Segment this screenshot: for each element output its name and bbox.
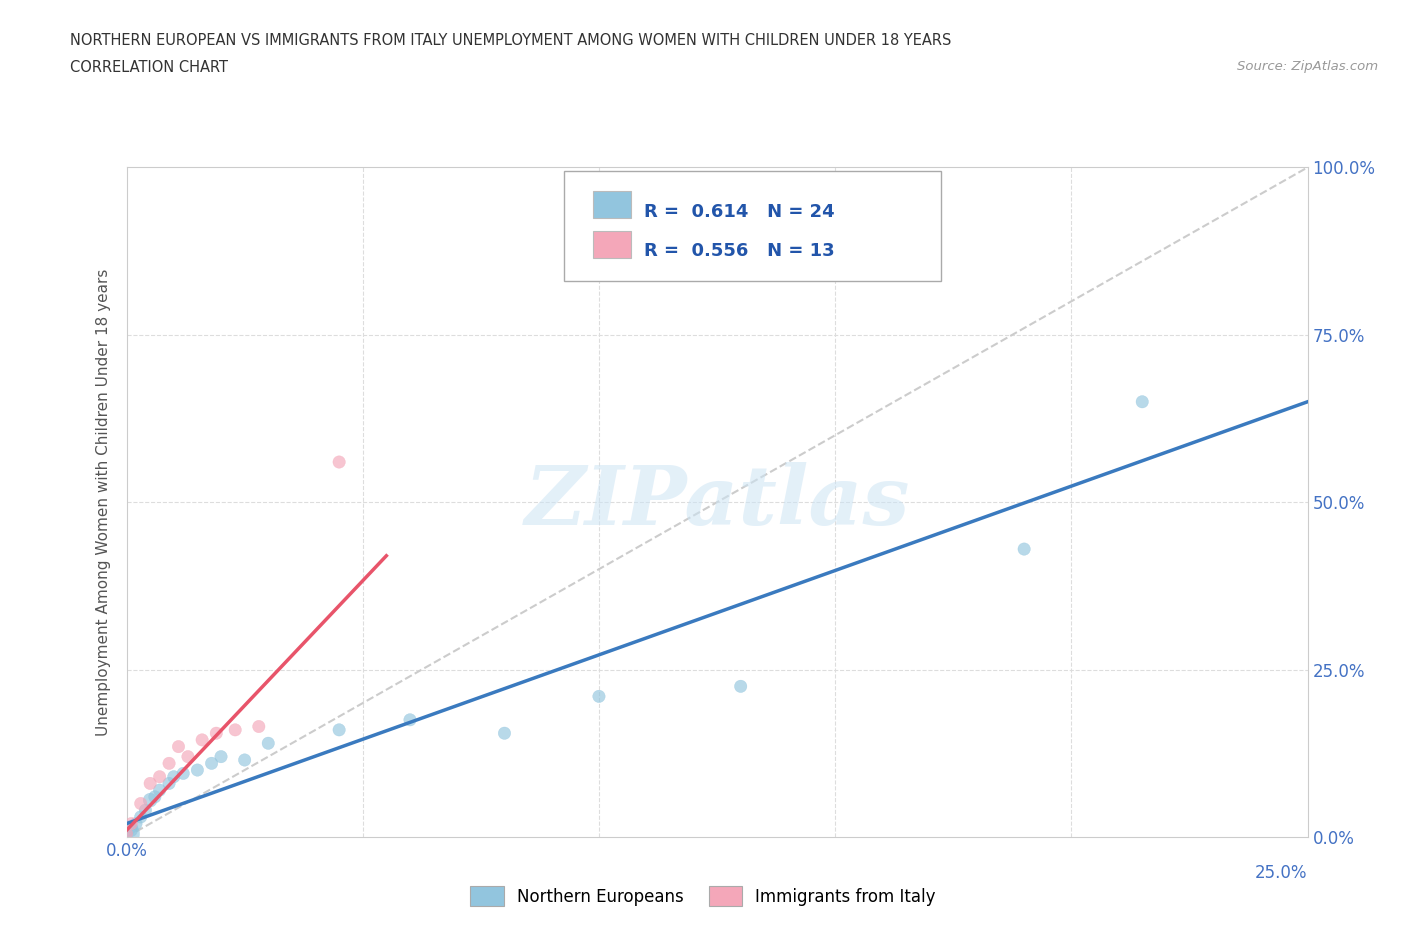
Text: R =  0.614   N = 24: R = 0.614 N = 24 [644, 203, 834, 221]
Point [120, 823, 142, 838]
Point [120, 819, 142, 834]
Point [143, 790, 166, 804]
Point [115, 826, 138, 841]
Point [139, 776, 162, 790]
Point [247, 719, 270, 734]
Point [494, 725, 516, 740]
Point [163, 769, 186, 784]
Point [120, 817, 142, 831]
Point [588, 689, 610, 704]
Point [328, 455, 350, 470]
Text: 25.0%: 25.0% [1256, 864, 1308, 882]
Point [399, 712, 422, 727]
Point [209, 750, 232, 764]
Point [205, 725, 228, 740]
Point [730, 679, 752, 694]
Point [328, 723, 350, 737]
Point [186, 763, 208, 777]
Point [191, 733, 214, 748]
Point [224, 723, 246, 737]
Text: R =  0.556   N = 13: R = 0.556 N = 13 [644, 243, 834, 260]
FancyBboxPatch shape [593, 191, 631, 218]
Point [129, 809, 152, 824]
Point [157, 776, 180, 790]
Point [149, 769, 172, 784]
FancyBboxPatch shape [564, 171, 942, 281]
Text: CORRELATION CHART: CORRELATION CHART [70, 60, 228, 75]
Point [233, 752, 256, 767]
Y-axis label: Unemployment Among Women with Children Under 18 years: Unemployment Among Women with Children U… [96, 269, 111, 736]
Point [134, 803, 156, 817]
Point [167, 739, 190, 754]
Point [200, 756, 222, 771]
Point [257, 736, 280, 751]
Point [125, 817, 148, 831]
Text: ZIPatlas: ZIPatlas [524, 462, 910, 542]
Point [115, 826, 138, 841]
Point [1130, 394, 1153, 409]
FancyBboxPatch shape [593, 231, 631, 258]
Point [172, 766, 194, 781]
Text: Source: ZipAtlas.com: Source: ZipAtlas.com [1237, 60, 1378, 73]
Point [1012, 541, 1035, 556]
Point [129, 796, 152, 811]
Point [157, 756, 180, 771]
Point [149, 783, 172, 798]
Point [139, 792, 162, 807]
Point [177, 750, 200, 764]
Legend: Northern Europeans, Immigrants from Italy: Northern Europeans, Immigrants from Ital… [464, 880, 942, 912]
Text: NORTHERN EUROPEAN VS IMMIGRANTS FROM ITALY UNEMPLOYMENT AMONG WOMEN WITH CHILDRE: NORTHERN EUROPEAN VS IMMIGRANTS FROM ITA… [70, 33, 952, 47]
